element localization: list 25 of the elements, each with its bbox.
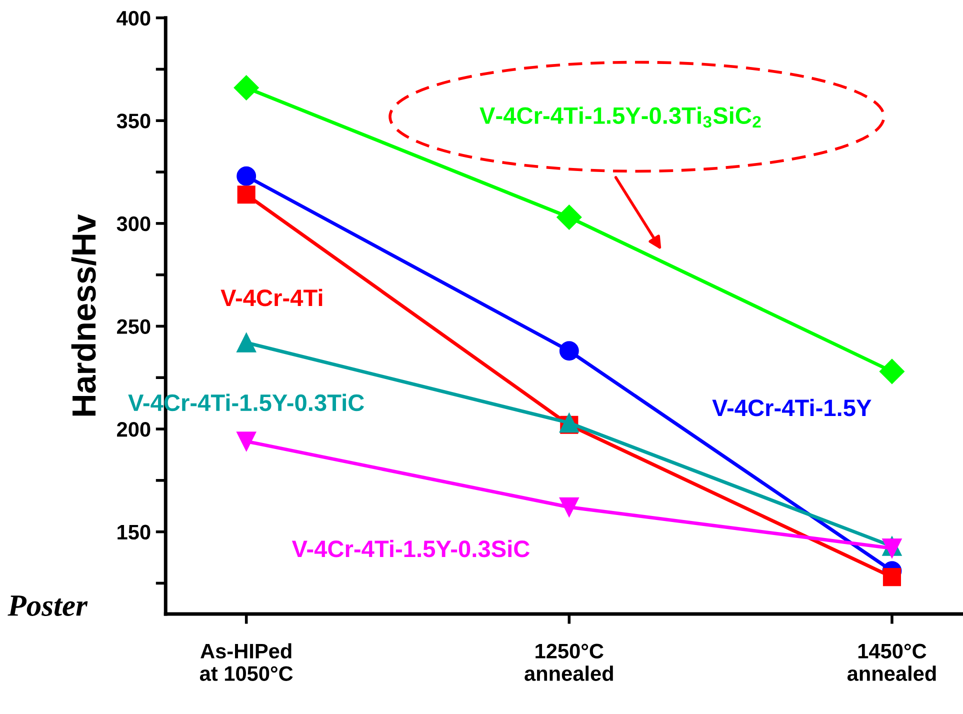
x-tick-label: 1450°C annealed bbox=[847, 644, 936, 681]
y-tick-label: 200 bbox=[117, 422, 150, 437]
series-label: V-4Cr-4Ti-1.5Y-0.3SiC bbox=[292, 540, 530, 558]
y-tick-label: 250 bbox=[117, 319, 150, 334]
point bbox=[882, 568, 902, 586]
x-tick-label: 1250°C annealed bbox=[524, 644, 613, 681]
y-tick-label: 350 bbox=[116, 114, 150, 128]
y-tick-label: 400 bbox=[116, 10, 150, 26]
y-axis-title: Hardness/Hv bbox=[71, 214, 96, 416]
point bbox=[237, 186, 256, 204]
y-tick-label: 300 bbox=[116, 216, 150, 232]
point bbox=[556, 204, 582, 230]
point bbox=[234, 75, 259, 100]
point bbox=[559, 497, 579, 517]
series-label: V-4Cr-4Ti bbox=[220, 288, 322, 306]
series-label: V-4Cr-4Ti-1.5Y bbox=[712, 398, 872, 416]
text: Poster bbox=[8, 596, 88, 616]
y-tick-label: 150 bbox=[118, 524, 150, 540]
point bbox=[236, 166, 256, 186]
point bbox=[236, 332, 256, 352]
text: V-4Cr-4Ti-1.5Y-0.3Ti$_{3}$SiC$_{2}$ bbox=[480, 106, 761, 128]
x-tick-label: As-HIPed at 1050°C bbox=[200, 643, 293, 681]
point bbox=[880, 358, 904, 384]
point bbox=[559, 341, 579, 361]
point bbox=[236, 432, 256, 452]
